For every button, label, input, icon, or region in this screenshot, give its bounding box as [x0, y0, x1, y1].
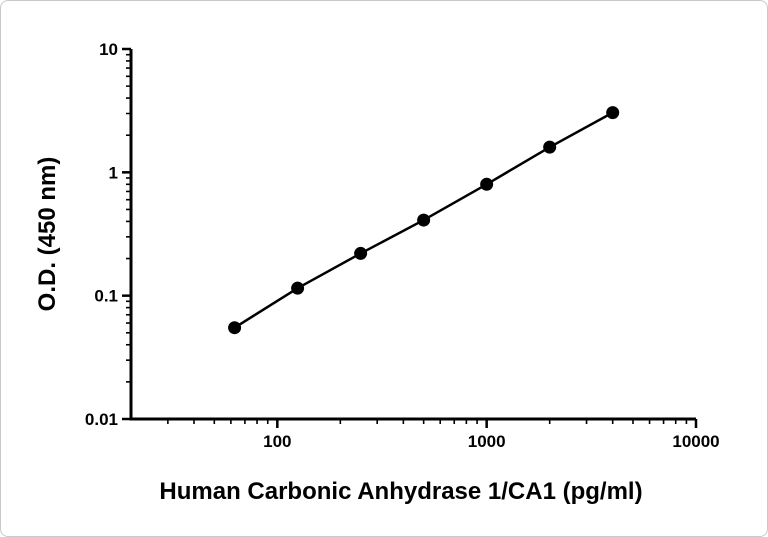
- data-point: [228, 321, 242, 335]
- data-point: [480, 177, 494, 191]
- data-point: [291, 281, 305, 295]
- x-tick-label: 10000: [672, 432, 719, 451]
- x-tick-label: 1000: [468, 432, 506, 451]
- x-axis-title: Human Carbonic Anhydrase 1/CA1 (pg/ml): [159, 478, 643, 505]
- y-axis-title: O.D. (450 nm): [34, 156, 61, 312]
- y-tick-label: 0.1: [94, 287, 118, 306]
- y-tick-label: 10: [99, 40, 118, 59]
- data-point: [354, 246, 368, 260]
- data-point: [417, 213, 431, 227]
- x-tick-label: 100: [263, 432, 291, 451]
- data-point: [606, 106, 620, 120]
- data-point: [543, 140, 557, 154]
- axis-spines: [129, 49, 696, 421]
- y-tick-label: 1: [109, 163, 118, 182]
- y-tick-label: 0.01: [85, 410, 118, 429]
